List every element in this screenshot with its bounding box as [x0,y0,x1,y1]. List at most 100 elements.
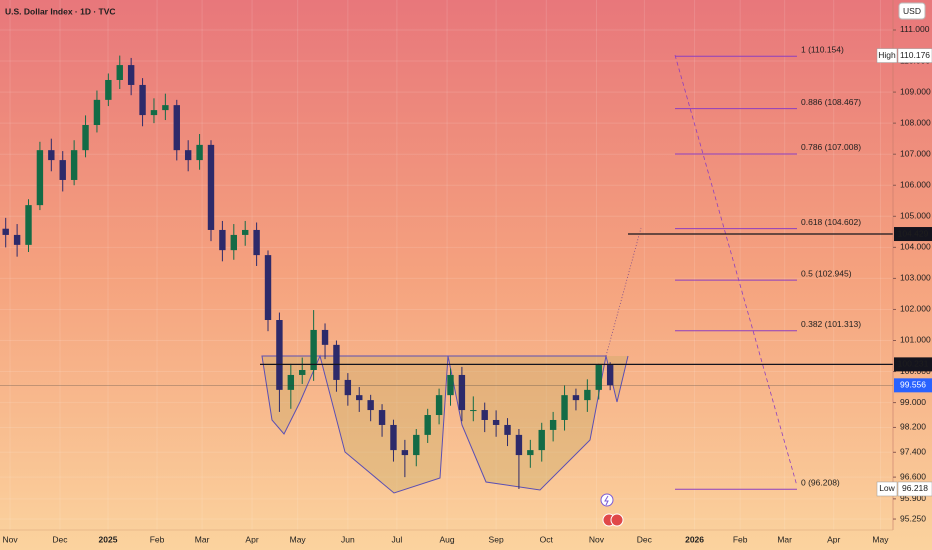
x-tick-label: Sep [489,534,504,544]
x-tick-label: May [290,534,307,544]
extreme-tag: High [878,50,896,60]
candle-body [242,229,249,235]
y-tick-label: 109.000 [900,86,931,96]
candle-body [299,369,306,375]
x-tick-label: Oct [540,534,554,544]
y-tick-label: 108.000 [900,117,931,127]
grid [0,0,893,530]
candle-body [595,365,602,390]
y-tick-label: 98.200 [900,422,926,432]
x-tick-label: Dec [637,534,653,544]
y-tick-label: 95.250 [900,513,926,523]
candle-body [504,424,511,435]
x-tick-label: Dec [52,534,68,544]
y-tick-label: 95.900 [900,493,926,503]
y-tick-label: 106.000 [900,179,931,189]
candle-body [492,419,500,425]
x-tick-label: 2026 [685,534,704,544]
candle-body [606,365,614,386]
fib-label: 0.786 (107.008) [801,142,861,152]
candle-body [162,105,169,111]
last-price-box [894,378,932,393]
y-tick-label: 99.000 [900,397,926,407]
candle-body [584,389,591,401]
candle-body [447,374,454,396]
candle-body [538,429,545,451]
x-tick-label: Feb [733,534,748,544]
axes: 111.000110.000109.000108.000107.000106.0… [2,24,932,544]
candle-body [356,395,363,401]
plot: 1 (110.154) 0.886 (108.467) 0.786 (107.008… [0,45,893,490]
candle-body [572,395,580,401]
price-label: 100.231 [898,359,929,369]
currency-label: USD [903,6,921,16]
candle-body [207,144,215,230]
x-tick-label: Feb [150,534,165,544]
x-tick-label: Nov [589,534,605,544]
candle-body [435,395,443,416]
fib-diagonal [674,54,798,487]
fib-label: 0.5 (102.945) [801,268,852,278]
candle-body [230,234,237,251]
extreme-value-box [897,481,932,497]
candle-body [424,415,431,435]
price-label-box [894,227,932,242]
candle-body [184,150,192,161]
candle-body [321,329,329,345]
candle-body [13,234,21,245]
candle-body [59,160,66,180]
candle-body [527,450,534,456]
candle-body [481,410,488,420]
x-tick-label: Jul [391,534,402,544]
chart-title: U.S. Dollar Index · 1D · TVC [5,6,116,16]
x-tick-label: Aug [440,534,455,544]
candle-body [310,329,317,370]
extreme-value: 96.218 [902,483,928,493]
y-tick-label: 101.000 [900,335,931,345]
flag-icon[interactable] [610,513,624,527]
candle-body [458,374,466,411]
y-tick-label: 97.400 [900,447,926,457]
candle-body [105,79,112,100]
y-tick-label: 103.000 [900,273,931,283]
candle-body [173,105,180,151]
candle-body [264,255,272,321]
candle-body [401,450,409,456]
y-tick-label: 111.000 [900,24,930,34]
fib-label: 0.618 (104.602) [801,217,861,227]
price-label: 104.429 [898,228,929,238]
x-tick-label: Apr [827,534,840,544]
extreme-value-box [897,48,932,63]
fib-label: 0.382 (101.313) [801,319,861,329]
x-tick-label: May [872,534,889,544]
y-tick-label: 104.000 [900,242,931,252]
candle-body [549,419,557,430]
candle-body [413,434,420,456]
event-glyph [604,495,609,506]
candle-body [139,84,146,116]
extreme-tag: Low [879,483,895,493]
x-tick-label: Apr [245,534,258,544]
y-tick-label: 107.000 [900,148,931,158]
currency-button[interactable] [898,2,926,20]
event-icon[interactable] [600,493,614,507]
candle-body [470,410,477,412]
candle-body [36,150,44,206]
candle-body [150,110,158,116]
candle-body [48,150,55,161]
x-tick-label: Nov [2,534,18,544]
fib-label: 1 (110.154) [801,45,844,55]
candle-body [344,379,352,396]
candle-body [287,374,295,390]
candle-body [367,400,374,411]
fib-label: 0 (96.208) [801,478,840,488]
x-tick-label: Mar [777,534,792,544]
price-label-box [894,357,932,372]
candle-body [561,395,568,420]
candle-body [93,99,101,126]
candle-body [378,410,386,425]
